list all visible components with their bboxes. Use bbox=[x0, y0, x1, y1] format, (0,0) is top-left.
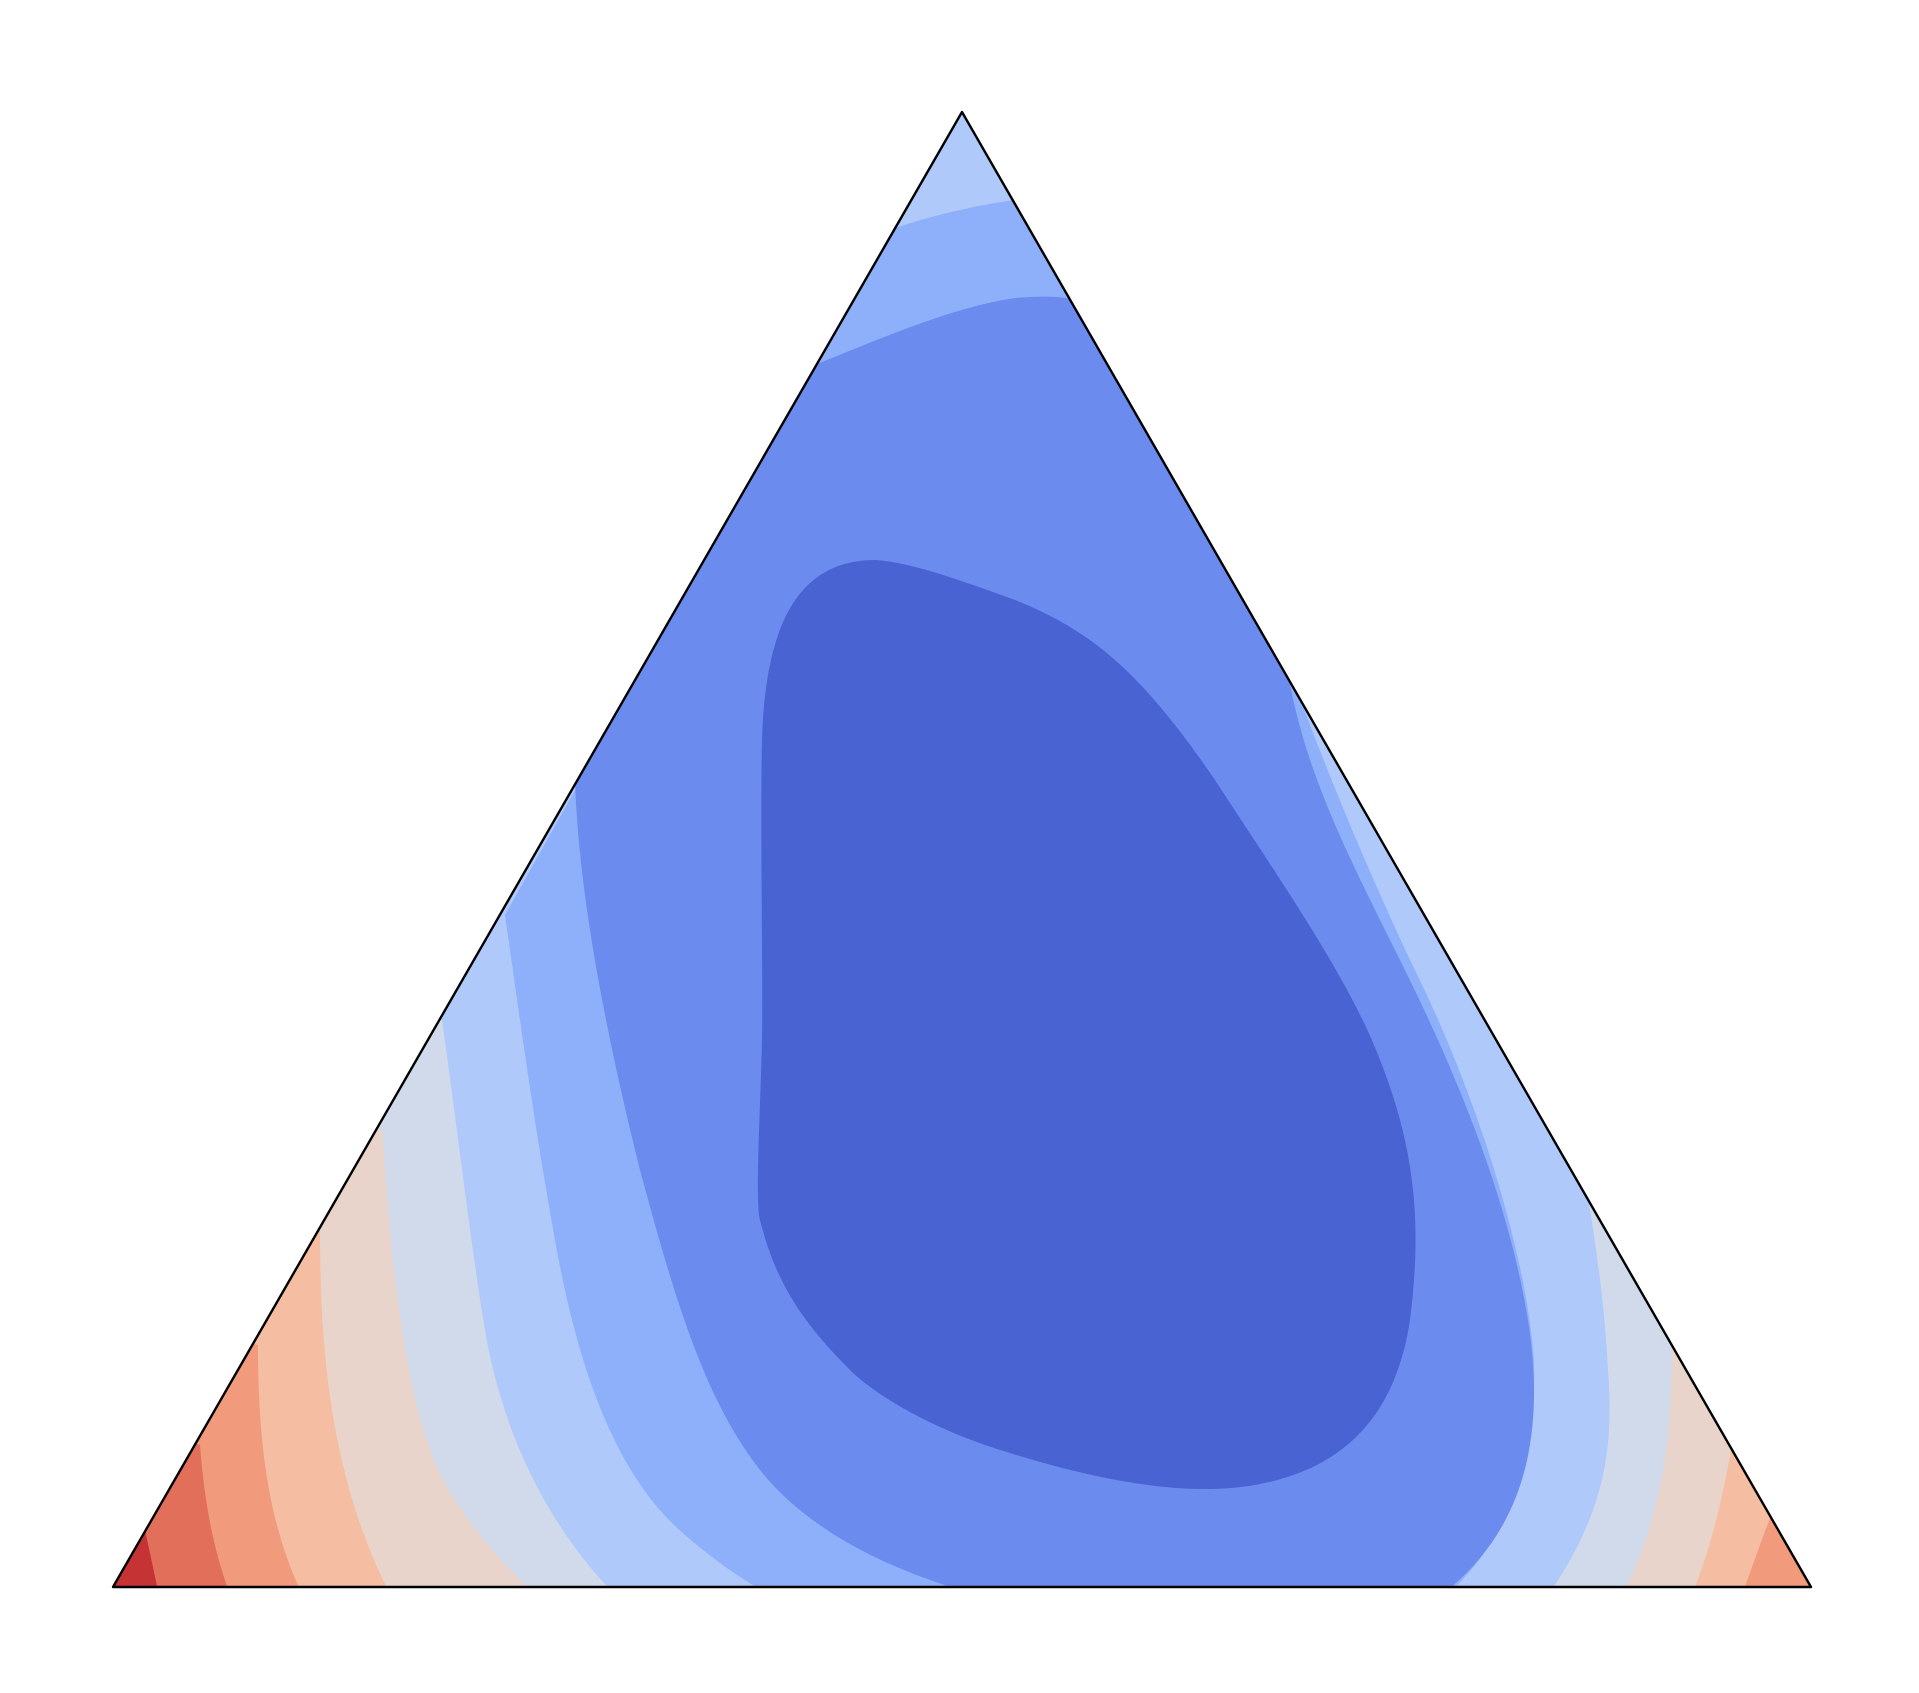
contour-band-level-1 bbox=[757, 560, 1416, 1490]
contour-layer bbox=[113, 112, 1811, 1587]
contour-band-top-cap-2 bbox=[815, 200, 1075, 365]
triangle-outline bbox=[111, 110, 1813, 1589]
